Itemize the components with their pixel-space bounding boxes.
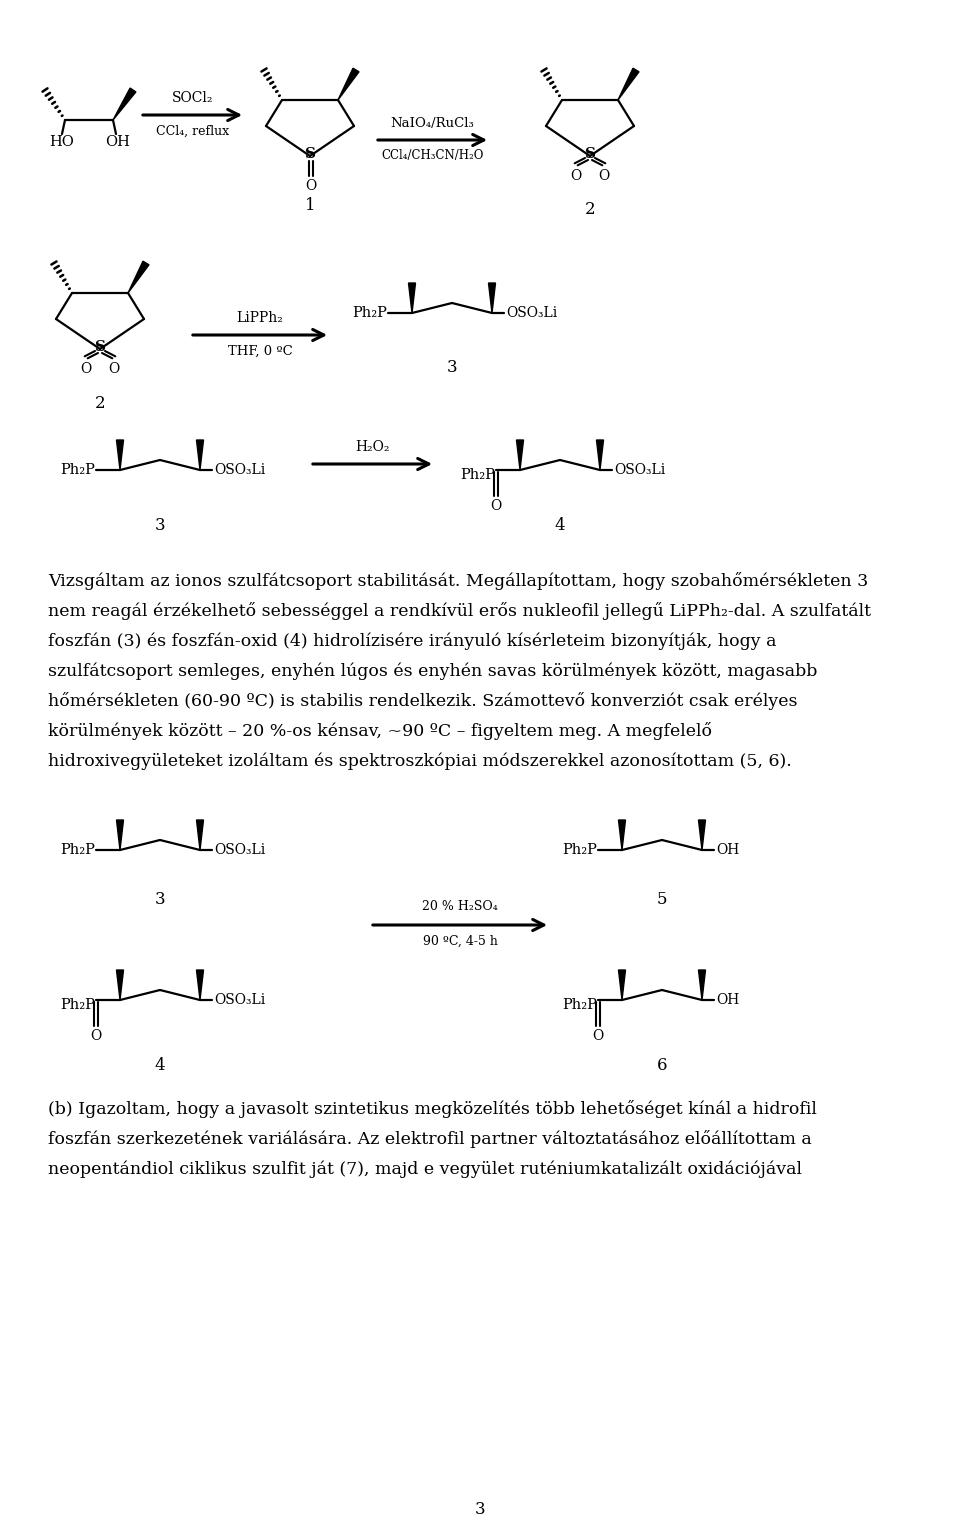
Text: OSO₃Li: OSO₃Li (214, 843, 265, 857)
Text: foszfán (3) és foszfán-oxid (4) hidrolízisére irányuló kísérleteim bizonyítják, : foszfán (3) és foszfán-oxid (4) hidrolíz… (48, 633, 777, 649)
Polygon shape (116, 820, 124, 850)
Text: 3: 3 (155, 517, 165, 534)
Text: Ph₂P: Ph₂P (563, 843, 597, 857)
Text: 5: 5 (657, 891, 667, 908)
Polygon shape (197, 820, 204, 850)
Text: NaIO₄/RuCl₃: NaIO₄/RuCl₃ (391, 117, 474, 129)
Text: Ph₂P: Ph₂P (563, 997, 597, 1013)
Text: 4: 4 (155, 1056, 165, 1074)
Text: Ph₂P: Ph₂P (352, 306, 388, 320)
Polygon shape (516, 440, 523, 469)
Polygon shape (116, 970, 124, 1000)
Text: S: S (95, 340, 107, 354)
Polygon shape (197, 440, 204, 469)
Text: O: O (491, 499, 502, 512)
Text: LiPPh₂: LiPPh₂ (236, 311, 283, 325)
Text: OH: OH (716, 843, 739, 857)
Text: OSO₃Li: OSO₃Li (614, 463, 665, 477)
Text: CCl₄, reflux: CCl₄, reflux (156, 125, 229, 137)
Text: THF, 0 ºC: THF, 0 ºC (228, 345, 293, 357)
Text: S: S (305, 148, 317, 162)
Text: CCl₄/CH₃CN/H₂O: CCl₄/CH₃CN/H₂O (381, 149, 484, 163)
Text: neopentándiol ciklikus szulfit ját (7), majd e vegyület ruténiumkatalizált oxidá: neopentándiol ciklikus szulfit ját (7), … (48, 1160, 802, 1177)
Text: 3: 3 (155, 891, 165, 908)
Text: OSO₃Li: OSO₃Li (214, 993, 265, 1007)
Text: OH: OH (716, 993, 739, 1007)
Text: körülmények között – 20 %-os kénsav, ~90 ºC – figyeltem meg. A megfelelő: körülmények között – 20 %-os kénsav, ~90… (48, 722, 712, 740)
Polygon shape (338, 68, 359, 100)
Polygon shape (489, 283, 495, 312)
Text: foszfán szerkezetének variálására. Az elektrofil partner változtatásához előállí: foszfán szerkezetének variálására. Az el… (48, 1130, 812, 1148)
Text: H₂O₂: H₂O₂ (355, 440, 390, 454)
Text: szulfátcsoport semleges, enyhén lúgos és enyhén savas körülmények között, magasa: szulfátcsoport semleges, enyhén lúgos és… (48, 662, 817, 680)
Polygon shape (699, 820, 706, 850)
Text: 4: 4 (555, 517, 565, 534)
Text: SOCl₂: SOCl₂ (172, 91, 213, 105)
Text: 3: 3 (446, 360, 457, 377)
Text: Ph₂P: Ph₂P (60, 463, 95, 477)
Text: OSO₃Li: OSO₃Li (214, 463, 265, 477)
Text: 2: 2 (585, 202, 595, 219)
Text: OH: OH (106, 135, 131, 149)
Text: S: S (586, 148, 596, 162)
Text: OSO₃Li: OSO₃Li (506, 306, 557, 320)
Text: 90 ºC, 4-5 h: 90 ºC, 4-5 h (422, 934, 497, 948)
Text: 1: 1 (304, 197, 315, 214)
Text: Ph₂P: Ph₂P (60, 997, 95, 1013)
Text: hidroxivegyületeket izoláltam és spektroszkópiai módszerekkel azonosítottam (5, : hidroxivegyületeket izoláltam és spektro… (48, 753, 792, 770)
Text: O: O (305, 179, 317, 192)
Text: O: O (599, 169, 610, 183)
Polygon shape (116, 440, 124, 469)
Polygon shape (596, 440, 604, 469)
Polygon shape (197, 970, 204, 1000)
Polygon shape (618, 970, 626, 1000)
Polygon shape (409, 283, 416, 312)
Text: 20 % H₂SO₄: 20 % H₂SO₄ (422, 900, 498, 914)
Text: Ph₂P: Ph₂P (461, 468, 495, 482)
Text: 6: 6 (657, 1056, 667, 1074)
Text: O: O (80, 362, 91, 377)
Text: 2: 2 (95, 394, 106, 411)
Text: hőmérsékleten (60-90 ºC) is stabilis rendelkezik. Számottevő konverziót csak eré: hőmérsékleten (60-90 ºC) is stabilis ren… (48, 693, 798, 709)
Text: (b) Igazoltam, hogy a javasolt szintetikus megközelítés több lehetőséget kínál a: (b) Igazoltam, hogy a javasolt szintetik… (48, 1100, 817, 1117)
Text: O: O (108, 362, 120, 377)
Polygon shape (128, 262, 149, 292)
Text: 3: 3 (474, 1502, 486, 1519)
Text: HO: HO (50, 135, 75, 149)
Polygon shape (618, 820, 626, 850)
Polygon shape (113, 88, 136, 120)
Text: O: O (570, 169, 582, 183)
Text: Vizsgáltam az ionos szulfátcsoport stabilitását. Megállapítottam, hogy szobahőmé: Vizsgáltam az ionos szulfátcsoport stabi… (48, 573, 868, 589)
Text: O: O (90, 1030, 102, 1043)
Text: nem reagál érzékelhető sebességgel a rendkívül erős nukleofil jellegű LiPPh₂-dal: nem reagál érzékelhető sebességgel a ren… (48, 602, 871, 620)
Polygon shape (618, 68, 639, 100)
Text: O: O (592, 1030, 604, 1043)
Polygon shape (699, 970, 706, 1000)
Text: Ph₂P: Ph₂P (60, 843, 95, 857)
